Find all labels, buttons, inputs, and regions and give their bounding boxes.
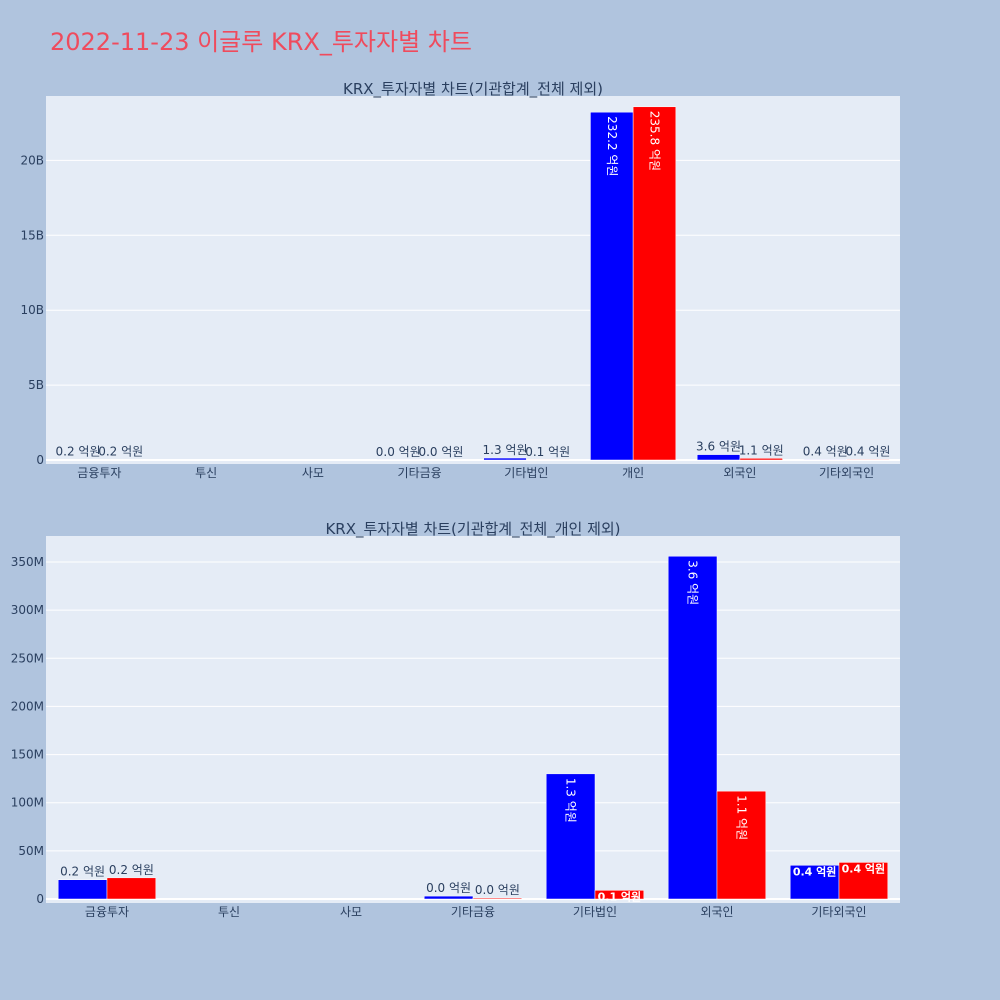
x-tick-label: 외국인	[723, 466, 756, 480]
data-label: 0.4 억원	[842, 861, 886, 875]
plot-area	[46, 96, 900, 464]
y-tick-label: 10B	[20, 303, 44, 317]
data-label: 0.2 억원	[98, 445, 143, 459]
data-label: 1.3 억원	[564, 778, 578, 823]
bar	[590, 111, 634, 461]
y-tick-label: 150M	[11, 748, 44, 762]
data-label: 0.1 억원	[525, 445, 570, 459]
bar	[667, 555, 718, 900]
bar	[803, 459, 847, 461]
data-label: 0.0 억원	[376, 445, 421, 459]
chart-top: 0 5B 10B 15B 20B KRX_투자자별 차트(기관합계_전체 제외) 금융투자 0…	[20, 80, 900, 480]
data-label: 1.1 억원	[739, 443, 784, 457]
y-tick-label: 300M	[11, 603, 44, 617]
data-label: 0.0 억원	[426, 881, 471, 895]
x-tick-label: 기타법인	[573, 905, 617, 919]
data-label: 3.6 억원	[696, 440, 741, 454]
y-tick-label: 100M	[11, 796, 44, 810]
x-tick-label: 기타법인	[504, 466, 548, 480]
x-tick-label: 기타금융	[451, 905, 495, 919]
data-label: 1.3 억원	[483, 443, 528, 457]
chart-title: KRX_투자자별 차트(기관합계_전체 제외)	[343, 80, 603, 99]
x-tick-label: 외국인	[700, 905, 733, 919]
x-tick-label: 금융투자	[77, 466, 121, 480]
x-tick-label: 사모	[340, 905, 362, 919]
chart-bottom: 0 50M 100M 150M 200M 250M 300M 350M KRX_투자자별 차트(…	[11, 520, 900, 919]
y-tick-label: 5B	[28, 378, 44, 392]
data-label: 232.2 억원	[605, 116, 619, 176]
y-tick-label: 200M	[11, 699, 44, 713]
y-tick-label: 250M	[11, 651, 44, 665]
data-label: 235.8 억원	[647, 111, 661, 171]
x-tick-label: 금융투자	[85, 905, 129, 919]
chart-title: KRX_투자자별 차트(기관합계_전체_개인 제외)	[325, 520, 620, 539]
bar	[739, 458, 783, 461]
bar	[716, 790, 767, 900]
data-label: 0.0 억원	[418, 445, 463, 459]
bar	[472, 897, 523, 900]
page-title: 2022-11-23 이글루 KRX_투자자별 차트	[50, 28, 472, 56]
y-tick-label: 50M	[18, 844, 44, 858]
data-label: 0.2 억원	[60, 865, 105, 879]
x-tick-label: 기타외국인	[819, 466, 874, 480]
x-tick-label: 기타외국인	[811, 905, 866, 919]
data-label: 3.6 억원	[686, 560, 700, 605]
y-tick-label: 0	[36, 453, 44, 467]
bar	[483, 457, 527, 461]
data-label: 1.1 억원	[734, 795, 748, 840]
bar	[789, 865, 840, 900]
data-label: 0.2 억원	[56, 445, 101, 459]
y-tick-label: 15B	[20, 228, 44, 242]
x-tick-label: 투신	[195, 466, 217, 480]
bar	[594, 890, 645, 900]
x-tick-label: 사모	[302, 466, 324, 480]
y-tick-label: 0	[36, 892, 44, 906]
bar	[57, 879, 108, 900]
y-tick-label: 350M	[11, 555, 44, 569]
bar	[846, 459, 890, 461]
x-tick-label: 개인	[622, 466, 644, 480]
x-tick-label: 투신	[218, 905, 240, 919]
bar	[838, 862, 889, 900]
bar	[423, 895, 474, 900]
data-label: 0.0 억원	[475, 883, 520, 897]
x-tick-label: 기타금융	[398, 466, 442, 480]
data-label: 0.4 억원	[845, 444, 890, 458]
y-tick-label: 20B	[20, 153, 44, 167]
data-label: 0.4 억원	[793, 864, 837, 878]
plot-area	[46, 536, 900, 903]
data-label: 0.4 억원	[803, 444, 848, 458]
data-label: 0.2 억원	[109, 863, 154, 877]
data-label: 0.1 억원	[598, 889, 642, 903]
bar	[545, 773, 596, 900]
bar	[696, 454, 741, 461]
bar	[106, 877, 157, 900]
bar	[632, 106, 677, 461]
